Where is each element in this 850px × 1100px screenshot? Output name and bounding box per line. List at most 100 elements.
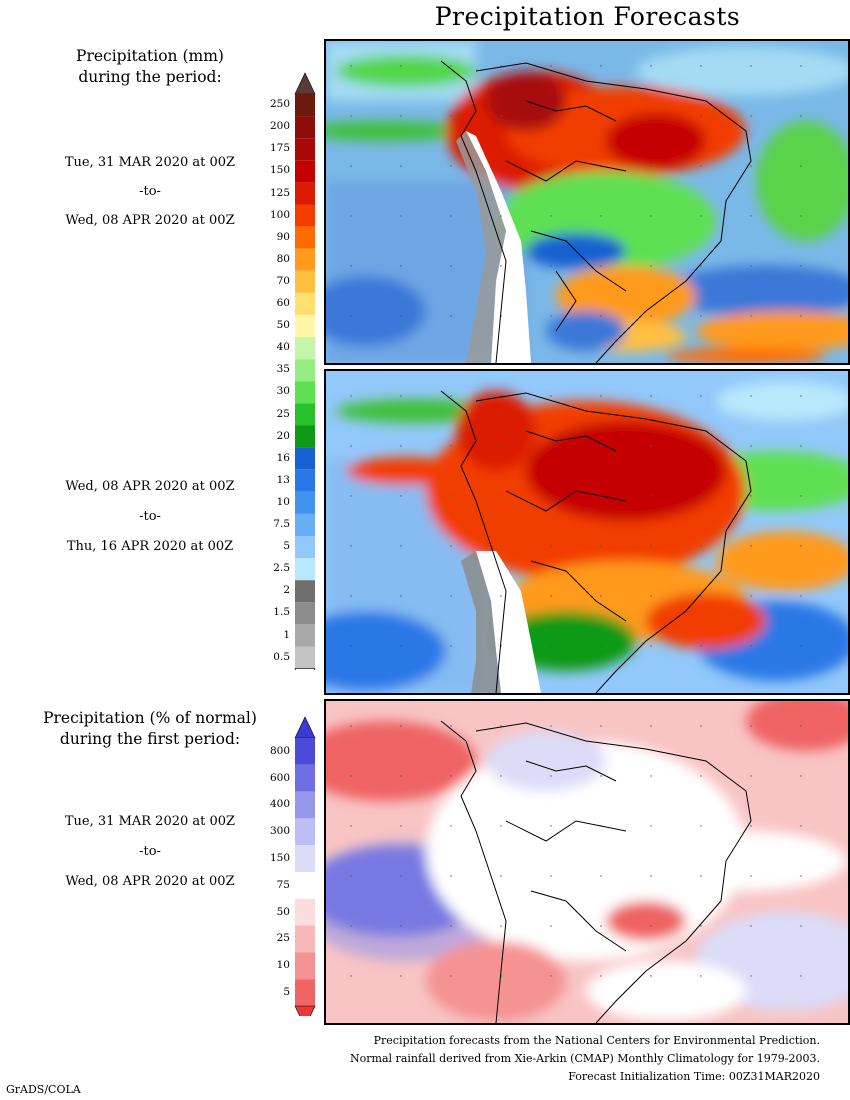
colorbar-swatch — [295, 952, 315, 980]
colorbar-top-arrow — [294, 72, 316, 95]
colorbar-swatch — [295, 845, 315, 872]
period1-sep: -to- — [139, 184, 161, 199]
colorbar-tick-label: 175 — [269, 142, 290, 155]
colorbar-swatch — [295, 447, 315, 470]
colorbar-swatch — [295, 491, 315, 514]
period2-start: Wed, 08 APR 2020 at 00Z — [65, 479, 235, 494]
period2-end: Thu, 16 APR 2020 at 00Z — [66, 539, 234, 554]
footer-line1: Precipitation forecasts from the Nationa… — [373, 1034, 820, 1047]
colorbar-top-arrow — [294, 716, 316, 739]
colorbar-tick-label: 150 — [269, 852, 290, 864]
anomaly-period-sep: -to- — [139, 844, 161, 859]
colorbar-swatch — [295, 536, 315, 559]
colorbar-tick-label: 100 — [269, 208, 290, 221]
colorbar-tick-label: 90 — [276, 230, 290, 243]
colorbar-swatch — [295, 818, 315, 846]
precip-colorbar — [294, 72, 316, 670]
colorbar-tick-label: 400 — [269, 798, 290, 811]
precip-map-week1 — [326, 41, 848, 363]
colorbar-swatch — [295, 315, 315, 338]
colorbar-tick-label: 2.5 — [273, 562, 290, 575]
colorbar-swatch — [295, 226, 315, 249]
precip-map-week2 — [326, 371, 848, 693]
anomaly-period-start: Tue, 31 MAR 2020 at 00Z — [64, 814, 236, 829]
period1-start: Tue, 31 MAR 2020 at 00Z — [64, 155, 236, 170]
anomaly-heading-line2: during the first period: — [59, 730, 241, 748]
colorbar-tick-label: 30 — [276, 385, 290, 398]
colorbar-tick-label: 25 — [276, 407, 290, 420]
colorbar-tick-label: 1 — [283, 628, 290, 641]
grads-credit: GrADS/COLA — [6, 1083, 81, 1096]
colorbar-tick-label: 600 — [269, 771, 290, 784]
colorbar-tick-label: 60 — [276, 297, 290, 309]
anomaly-colorbar — [294, 716, 316, 1016]
colorbar-swatch — [295, 580, 315, 603]
colorbar-swatch — [295, 602, 315, 625]
colorbar-swatch — [295, 513, 315, 536]
colorbar-tick-label: 40 — [276, 341, 290, 354]
footer-line2: Normal rainfall derived from Xie-Arkin (… — [350, 1052, 820, 1065]
colorbar-swatch — [295, 381, 315, 404]
anomaly-period-end: Wed, 08 APR 2020 at 00Z — [65, 874, 235, 889]
colorbar-swatch — [295, 160, 315, 183]
colorbar-swatch — [295, 979, 315, 1006]
colorbar-tick-label: 50 — [276, 905, 290, 918]
anomaly-heading-line1: Precipitation (% of normal) — [43, 709, 257, 727]
colorbar-tick-label: 10 — [276, 959, 290, 972]
colorbar-bottom-arrow — [294, 668, 316, 670]
colorbar-tick-label: 2 — [283, 584, 290, 597]
colorbar-swatch — [295, 791, 315, 819]
colorbar-bottom-arrow — [294, 1005, 316, 1016]
colorbar-tick-label: 25 — [276, 932, 290, 945]
colorbar-swatch — [295, 138, 315, 161]
map-panel-week2 — [324, 369, 850, 695]
colorbar-swatch — [295, 872, 315, 899]
colorbar-swatch — [295, 764, 315, 792]
precip-heading-line1: Precipitation (mm) — [76, 47, 224, 65]
colorbar-tick-label: 10 — [276, 495, 290, 508]
colorbar-tick-label: 13 — [276, 473, 290, 486]
colorbar-swatch — [295, 646, 315, 669]
page-title: Precipitation Forecasts — [434, 2, 741, 31]
colorbar-swatch — [295, 94, 315, 117]
colorbar-swatch — [295, 925, 315, 953]
colorbar-swatch — [295, 558, 315, 581]
colorbar-swatch — [295, 403, 315, 426]
colorbar-swatch — [295, 359, 315, 382]
colorbar-tick-label: 20 — [276, 429, 290, 442]
colorbar-swatch — [295, 270, 315, 293]
colorbar-swatch — [295, 469, 315, 492]
colorbar-swatch — [295, 248, 315, 271]
footer-line3: Forecast Initialization Time: 00Z31MAR20… — [568, 1070, 820, 1083]
colorbar-tick-label: 200 — [269, 120, 290, 133]
colorbar-swatch — [295, 624, 315, 647]
colorbar-tick-label: 80 — [276, 252, 290, 265]
period2-sep: -to- — [139, 509, 161, 524]
colorbar-swatch — [295, 337, 315, 360]
colorbar-swatch — [295, 738, 315, 765]
colorbar-tick-label: 35 — [276, 363, 290, 376]
precip-heading-line2: during the period: — [78, 68, 222, 86]
colorbar-swatch — [295, 182, 315, 205]
map-panel-week1 — [324, 39, 850, 365]
colorbar-tick-label: 50 — [276, 319, 290, 332]
colorbar-tick-label: 7.5 — [273, 518, 290, 530]
colorbar-tick-label: 150 — [269, 164, 290, 177]
colorbar-tick-label: 0.5 — [273, 650, 290, 663]
colorbar-swatch — [295, 898, 315, 926]
colorbar-tick-label: 75 — [276, 878, 290, 891]
colorbar-swatch — [295, 425, 315, 448]
colorbar-tick-label: 250 — [269, 98, 290, 111]
colorbar-tick-label: 1.5 — [273, 606, 290, 619]
anomaly-map-week1 — [326, 701, 848, 1023]
colorbar-swatch — [295, 292, 315, 315]
colorbar-tick-label: 5 — [283, 986, 290, 998]
colorbar-tick-label: 70 — [276, 274, 290, 287]
colorbar-tick-label: 16 — [276, 451, 290, 464]
colorbar-tick-label: 800 — [269, 744, 290, 757]
map-panel-anomaly — [324, 699, 850, 1025]
colorbar-tick-label: 125 — [269, 186, 290, 199]
colorbar-tick-label: 300 — [269, 825, 290, 838]
colorbar-tick-label: 5 — [283, 540, 290, 553]
colorbar-swatch — [295, 204, 315, 227]
